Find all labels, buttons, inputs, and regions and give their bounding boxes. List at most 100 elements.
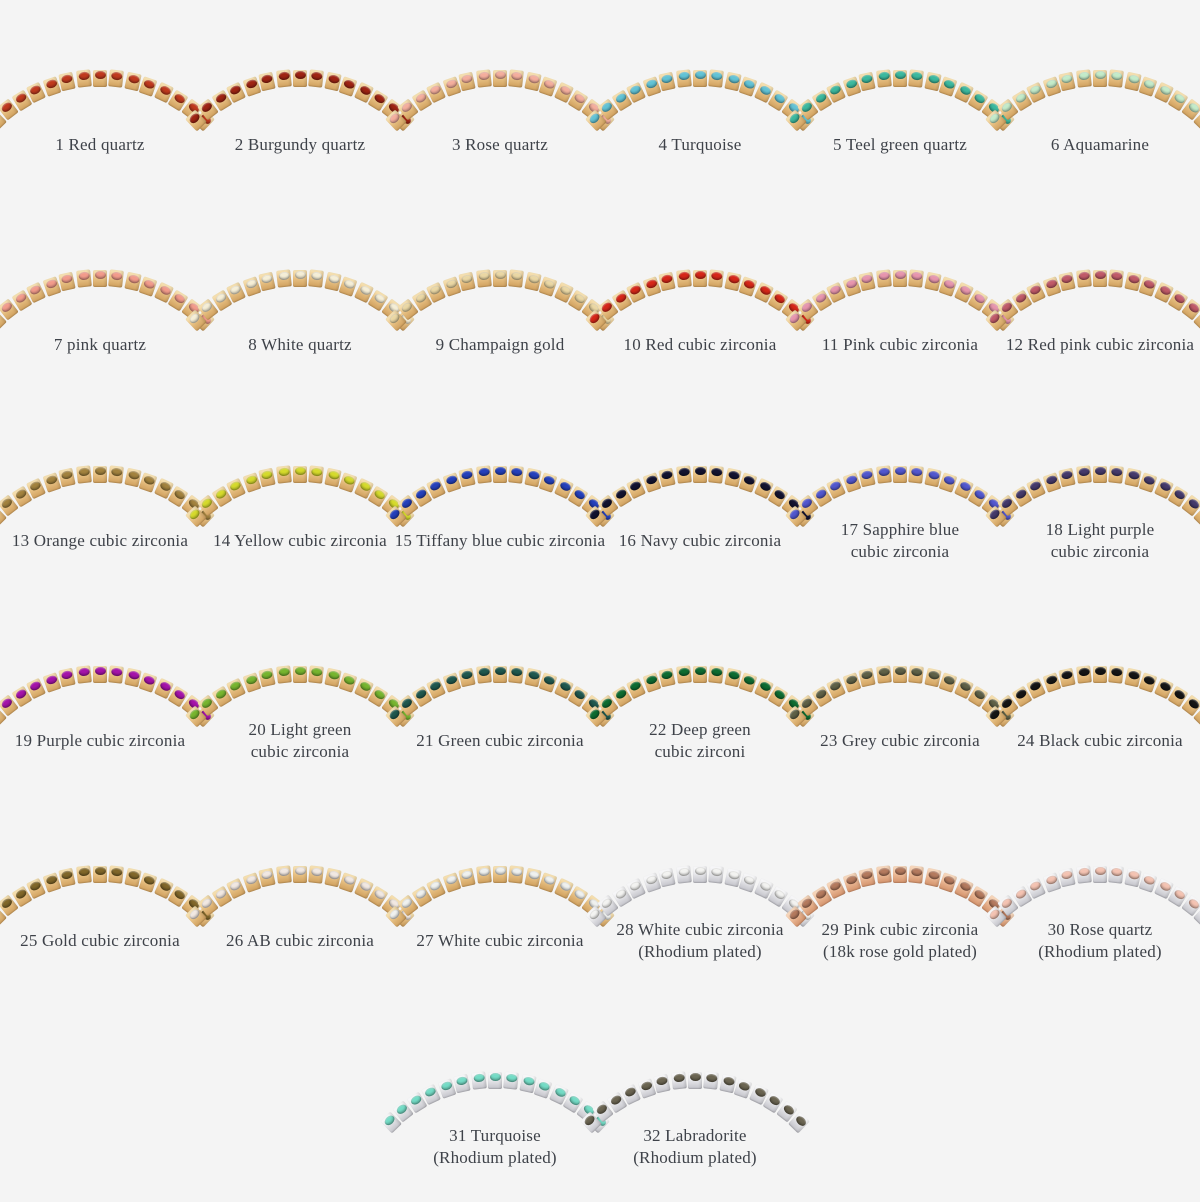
stone-swatch [613,91,627,104]
bracelet-link [876,270,892,288]
stone-swatch [973,91,987,104]
stone-swatch [495,71,506,79]
stone-swatch [1077,271,1089,280]
stone-swatch [1187,100,1200,113]
stone-swatch [260,74,272,84]
bracelet-link [876,70,892,88]
stone-swatch [213,487,227,500]
stone-swatch [943,474,956,485]
bracelet-caption-32: 32 Labradorite(Rhodium plated) [585,1120,805,1174]
stone-swatch [460,274,472,284]
bracelet-link [42,872,61,893]
bracelet-link [642,276,661,297]
bracelet-link [1059,72,1076,92]
stone-swatch [877,467,889,476]
bracelet-link [876,866,892,884]
stone-swatch [677,667,689,676]
stone-swatch [773,487,787,500]
stone-swatch [844,474,857,485]
bracelet-link [109,466,125,484]
stone-swatch [200,896,214,909]
bracelet-item-23: 23 Grey cubic zirconia [790,606,1010,796]
stone-swatch [77,271,89,280]
bracelet-caption-25: 25 Gold cubic zirconia [0,914,210,968]
stone-swatch [927,74,939,84]
stone-swatch [1060,870,1072,880]
stone-swatch [373,687,387,700]
bracelet-caption-8: 8 White quartz [190,318,410,372]
stone-swatch [1095,71,1106,79]
stone-swatch [127,74,139,84]
stone-swatch [111,667,123,676]
bracelet-item-19: 19 Purple cubic zirconia [0,606,210,796]
stone-swatch [1044,278,1057,289]
caption-line: 27 White cubic zirconia [416,930,583,952]
stone-swatch [644,874,657,885]
stone-swatch [660,274,672,284]
stone-swatch [613,487,627,500]
stone-swatch [295,271,306,279]
stone-swatch [543,874,556,885]
stone-swatch [295,867,306,875]
stone-swatch [558,480,571,492]
bracelet-link [476,866,492,884]
stone-swatch [173,487,187,500]
caption-line: 22 Deep green [649,719,751,741]
stone-swatch [477,667,489,676]
stone-swatch [477,271,489,280]
stone-swatch [828,480,841,492]
bracelet-link [676,270,692,288]
bracelet-link [1042,872,1061,893]
bracelet-item-30: 30 Rose quartz(Rhodium plated) [990,806,1200,996]
bracelet-item-13: 13 Orange cubic zirconia [0,406,210,596]
stone-swatch [428,84,441,96]
bracelet-link [471,1072,487,1090]
stone-swatch [943,874,956,885]
stone-swatch [423,1086,436,1098]
stone-swatch [127,470,139,480]
stone-swatch [277,867,289,876]
caption-line: 13 Orange cubic zirconia [12,530,188,552]
caption-line: 4 Turquoise [659,134,742,156]
bracelet-link [59,468,76,488]
bracelet-link [893,866,907,883]
stone-swatch [677,71,689,80]
bracelet-link [642,472,661,493]
bracelet-link [476,466,492,484]
stone-swatch [1077,71,1089,80]
stone-swatch [213,887,227,900]
stone-swatch [127,670,139,680]
bracelet-link [654,1074,671,1094]
stone-swatch [877,667,889,676]
stone-swatch [373,487,387,500]
stone-swatch [44,674,57,685]
bracelet-link [42,472,61,493]
stone-swatch [1143,674,1156,685]
stone-swatch [743,874,756,885]
stone-swatch [244,278,257,289]
stone-swatch [695,71,706,79]
stone-swatch [311,867,323,876]
bracelet-item-5: 5 Teel green quartz [790,10,1010,200]
caption-line: 20 Light green [249,719,352,741]
bracelet-item-29: 29 Pink cubic zirconia(18k rose gold pla… [790,806,1010,996]
stone-swatch [408,1093,422,1106]
bracelet-link [276,270,292,288]
stone-swatch [800,696,814,709]
caption-line: 1 Red quartz [55,134,144,156]
stone-swatch [695,467,706,475]
caption-line: cubic zirconia [851,541,950,563]
bracelet-link [509,270,525,288]
stone-swatch [695,667,706,675]
stone-swatch [543,674,556,685]
stone-swatch [813,887,827,900]
bracelet-caption-3: 3 Rose quartz [390,118,610,172]
stone-swatch [413,687,427,700]
stone-swatch [0,496,13,509]
stone-swatch [455,1076,467,1086]
stone-swatch [495,667,506,675]
bracelet-link [76,270,92,288]
caption-line: (Rhodium plated) [633,1147,757,1169]
stone-swatch [343,474,356,485]
